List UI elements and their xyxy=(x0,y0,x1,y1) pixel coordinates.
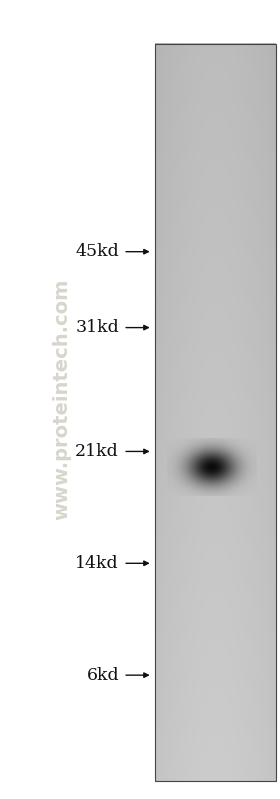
Text: 31kd: 31kd xyxy=(75,319,119,336)
Text: 45kd: 45kd xyxy=(75,243,119,260)
Text: 6kd: 6kd xyxy=(86,666,119,684)
Text: 14kd: 14kd xyxy=(75,555,119,572)
Text: 21kd: 21kd xyxy=(75,443,119,460)
Bar xyxy=(155,44,276,781)
Text: www.proteintech.com: www.proteintech.com xyxy=(52,279,71,520)
